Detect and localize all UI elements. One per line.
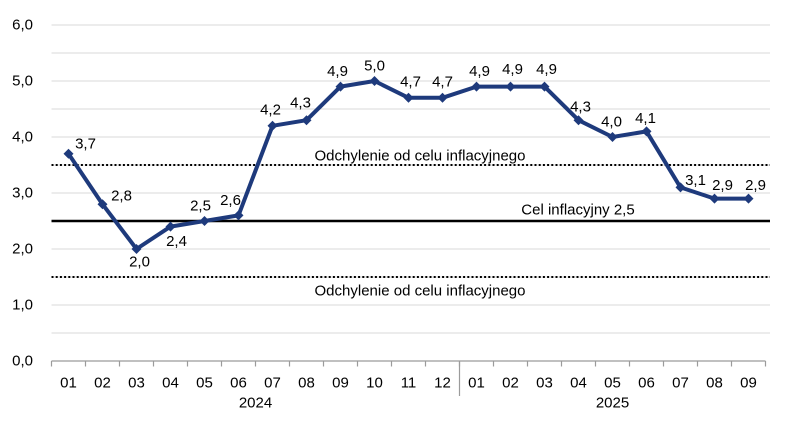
- data-point-label: 4,2: [260, 101, 281, 118]
- data-point-marker: [539, 81, 550, 92]
- data-point-label: 2,9: [745, 177, 766, 194]
- data-point-label: 4,3: [570, 99, 591, 116]
- data-point-label: 3,7: [75, 135, 96, 152]
- month-label: 09: [332, 375, 349, 392]
- data-point-label: 2,0: [129, 254, 150, 271]
- reference-lines: [51, 164, 770, 278]
- data-point-label: 2,8: [111, 188, 132, 205]
- y-axis-tick-label: 5,0: [12, 73, 33, 90]
- month-label: 12: [434, 375, 451, 392]
- month-label: 07: [264, 375, 281, 392]
- year-label: 2025: [596, 395, 629, 412]
- month-label: 02: [94, 375, 111, 392]
- data-point-label: 4,3: [290, 95, 311, 112]
- data-point-labels: 3,7 2,8 2,0 2,4 2,5 2,6 4,2 4,3 4,9 5,0 4,7 4,7 4,9 4…: [75, 58, 766, 271]
- data-point-marker: [709, 193, 720, 204]
- data-point-marker: [437, 92, 448, 103]
- data-point-marker: [63, 148, 74, 159]
- data-point-marker: [505, 81, 516, 92]
- data-point-marker: [743, 193, 754, 204]
- y-axis-tick-label: 6,0: [12, 17, 33, 34]
- data-point-marker: [335, 81, 346, 92]
- month-label: 09: [740, 375, 757, 392]
- month-labels: 01 02 03 04 05 06 07 08 09 10 11 12 01 02 03 04 05 06 07 08…: [60, 375, 757, 392]
- data-point-label: 3,1: [685, 172, 706, 189]
- data-point-label: 2,6: [220, 192, 241, 209]
- y-axis-labels: 0,0 1,0 2,0 3,0 4,0 5,0 6,0: [12, 17, 33, 370]
- month-label: 08: [706, 375, 723, 392]
- data-point-marker: [369, 76, 380, 86]
- data-point-marker: [675, 182, 686, 193]
- data-point-label: 2,4: [166, 233, 187, 250]
- year-labels: 2024 2025: [239, 395, 629, 412]
- data-point-label: 4,1: [635, 110, 656, 127]
- month-label: 07: [672, 375, 689, 392]
- y-axis-tick-label: 3,0: [12, 185, 33, 202]
- month-label: 03: [536, 375, 553, 392]
- data-point-label: 5,0: [364, 58, 385, 75]
- data-point-label: 2,9: [712, 177, 733, 194]
- y-axis-tick-label: 2,0: [12, 241, 33, 258]
- data-point-label: 4,7: [400, 73, 421, 90]
- reference-label-inflation-target: Cel inflacyjny 2,5: [521, 201, 635, 219]
- data-point-marker: [301, 115, 312, 126]
- month-label: 06: [638, 375, 655, 392]
- month-label: 01: [468, 375, 485, 392]
- data-point-label: 2,5: [190, 198, 211, 215]
- month-label: 04: [570, 375, 587, 392]
- month-label: 06: [230, 375, 247, 392]
- month-label: 01: [60, 375, 77, 392]
- reference-label-lower-deviation: Odchylenie od celu inflacyjnego: [314, 282, 526, 300]
- data-point-label: 4,9: [469, 63, 490, 80]
- month-label: 04: [162, 375, 179, 392]
- data-point-marker: [97, 199, 108, 210]
- data-point-label: 4,7: [432, 73, 453, 90]
- data-point-marker: [233, 210, 244, 221]
- y-axis-tick-label: 4,0: [12, 129, 33, 146]
- data-point-label: 4,0: [601, 114, 622, 131]
- data-point-marker: [471, 81, 482, 92]
- x-axis: [50, 360, 767, 396]
- data-point-marker: [199, 216, 210, 226]
- data-point-markers: [63, 76, 754, 254]
- data-point-label: 4,9: [502, 61, 523, 78]
- month-label: 08: [298, 375, 315, 392]
- data-point-label: 4,9: [327, 63, 348, 80]
- data-point-marker: [267, 120, 278, 131]
- data-point-label: 4,9: [536, 61, 557, 78]
- data-point-marker: [641, 126, 652, 137]
- data-point-marker: [607, 132, 618, 142]
- reference-label-upper-deviation: Odchylenie od celu inflacyjnego: [314, 147, 526, 165]
- month-label: 05: [196, 375, 213, 392]
- year-label: 2024: [239, 395, 272, 412]
- data-point-marker: [403, 92, 414, 103]
- data-point-marker: [573, 115, 584, 126]
- month-label: 11: [401, 375, 417, 392]
- data-point-marker: [165, 221, 176, 232]
- y-axis-tick-label: 0,0: [12, 353, 33, 370]
- month-label: 02: [502, 375, 519, 392]
- data-point-marker: [131, 244, 142, 254]
- month-label: 03: [128, 375, 145, 392]
- y-axis-tick-label: 1,0: [12, 297, 33, 314]
- month-label: 05: [604, 375, 621, 392]
- month-label: 10: [366, 375, 383, 392]
